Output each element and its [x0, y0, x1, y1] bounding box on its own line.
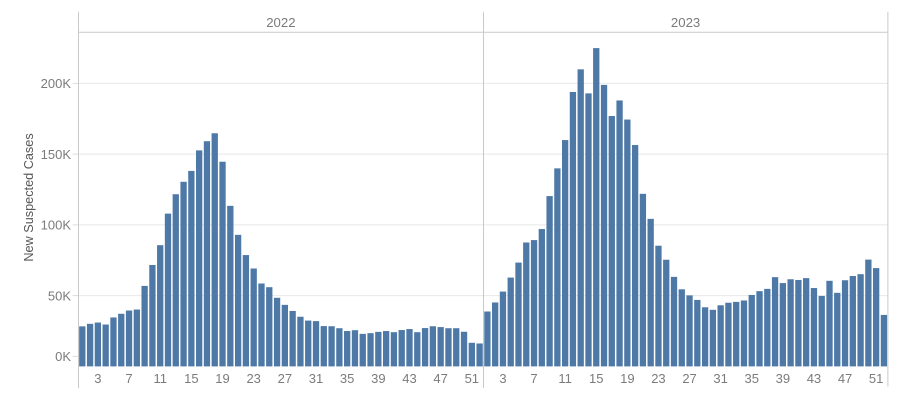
svg-text:35: 35 — [745, 371, 759, 386]
svg-text:27: 27 — [278, 371, 292, 386]
svg-text:2022: 2022 — [266, 15, 295, 30]
svg-text:50K: 50K — [48, 288, 71, 303]
svg-text:7: 7 — [530, 371, 537, 386]
svg-text:47: 47 — [433, 371, 447, 386]
svg-text:39: 39 — [776, 371, 790, 386]
svg-text:2023: 2023 — [671, 15, 700, 30]
svg-text:New Suspected Cases: New Suspected Cases — [22, 133, 36, 261]
svg-text:11: 11 — [153, 371, 167, 386]
svg-text:27: 27 — [682, 371, 696, 386]
svg-text:15: 15 — [589, 371, 603, 386]
svg-text:3: 3 — [94, 371, 101, 386]
svg-text:100K: 100K — [41, 218, 72, 233]
svg-text:31: 31 — [309, 371, 323, 386]
svg-text:0K: 0K — [55, 349, 71, 364]
svg-text:47: 47 — [838, 371, 852, 386]
svg-text:51: 51 — [869, 371, 883, 386]
svg-text:43: 43 — [402, 371, 416, 386]
svg-text:35: 35 — [340, 371, 354, 386]
svg-text:150K: 150K — [41, 147, 72, 162]
svg-text:15: 15 — [184, 371, 198, 386]
svg-text:51: 51 — [465, 371, 479, 386]
svg-text:7: 7 — [125, 371, 132, 386]
svg-text:11: 11 — [558, 371, 572, 386]
svg-text:3: 3 — [499, 371, 506, 386]
svg-text:19: 19 — [215, 371, 229, 386]
svg-text:23: 23 — [651, 371, 665, 386]
svg-text:23: 23 — [246, 371, 260, 386]
svg-text:31: 31 — [713, 371, 727, 386]
svg-text:43: 43 — [807, 371, 821, 386]
svg-text:39: 39 — [371, 371, 385, 386]
svg-text:200K: 200K — [41, 76, 72, 91]
svg-text:19: 19 — [620, 371, 634, 386]
